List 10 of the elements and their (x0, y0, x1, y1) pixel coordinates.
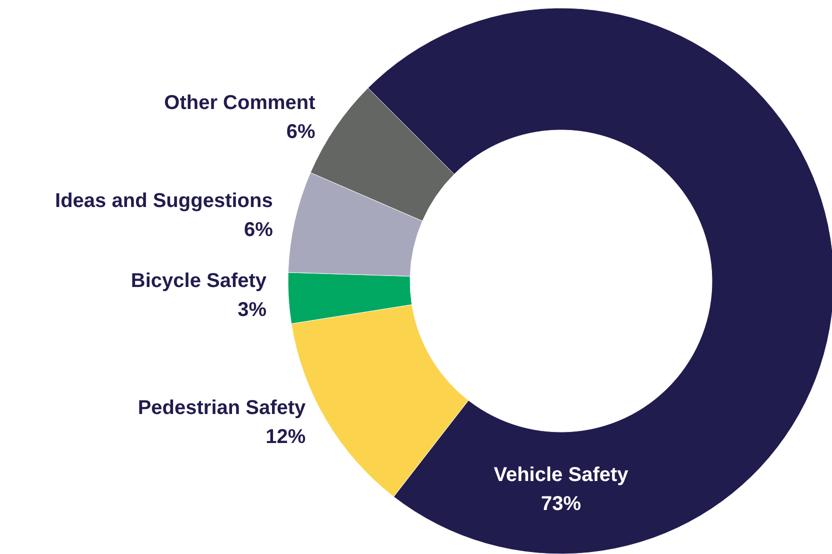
data-label: 73% (540, 493, 582, 515)
data-label: 3% (238, 298, 267, 321)
data-label: 6% (286, 120, 316, 143)
slice-label: Bicycle Safety (130, 270, 268, 292)
slice-label: Ideas and Suggestions (55, 190, 273, 212)
data-label: 12% (266, 426, 306, 448)
data-label: 6% (244, 218, 274, 241)
slice-label: Other Comment (164, 92, 316, 114)
slice-label: Pedestrian Safety (138, 397, 307, 420)
slice-label: Vehicle Safety (494, 464, 630, 486)
